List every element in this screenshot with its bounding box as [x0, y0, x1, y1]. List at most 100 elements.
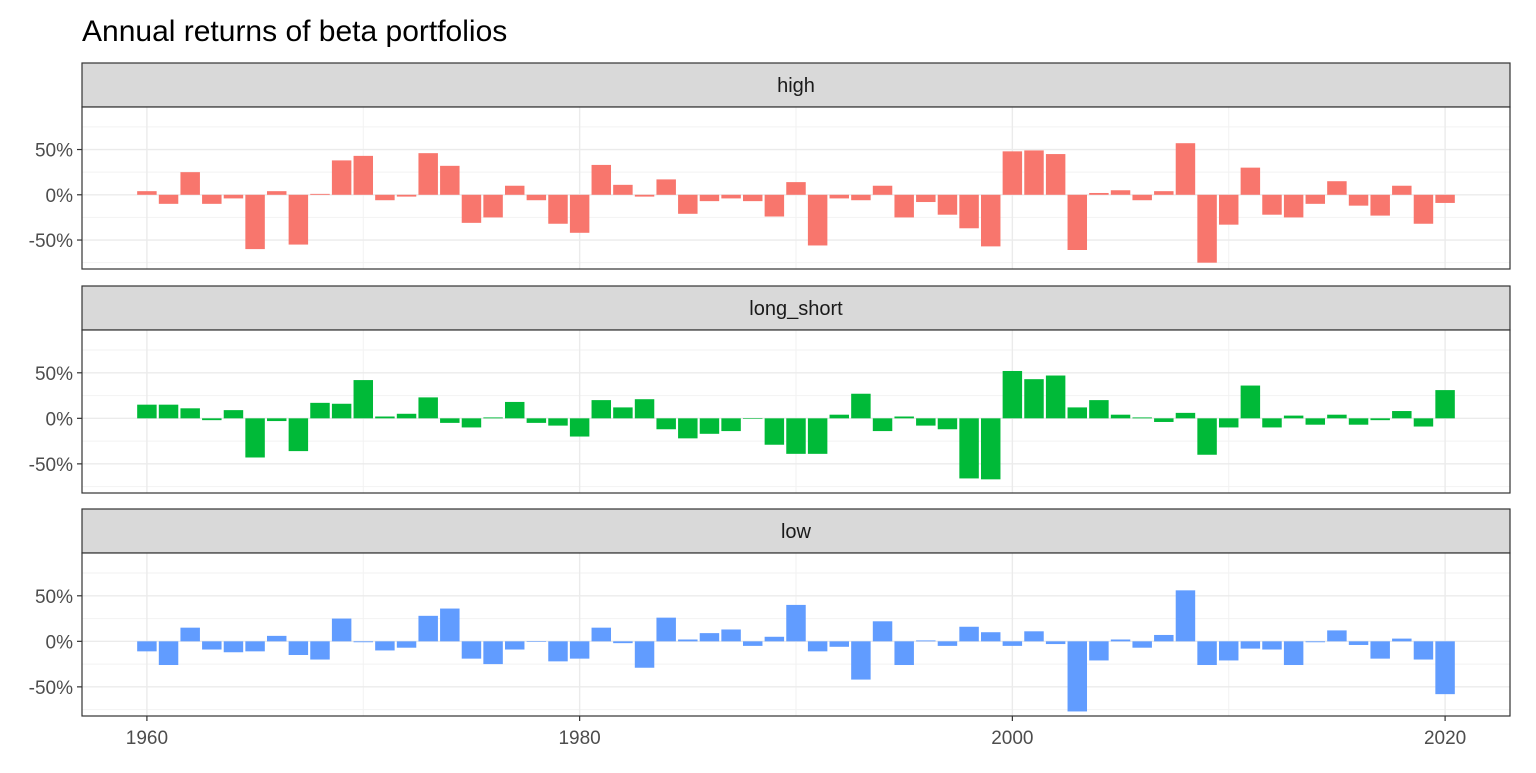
bar-long_short-1984: [656, 418, 676, 430]
facet-strip-high: [81, 62, 1511, 108]
bar-low-1993: [851, 641, 871, 680]
bar-long_short-1962: [180, 408, 200, 419]
bar-high-1984: [656, 179, 676, 195]
bar-long_short-1999: [980, 418, 1001, 480]
bar-low-1976: [483, 641, 503, 665]
facet-strip-label-high: high: [777, 75, 815, 97]
bar-high-2002: [1045, 154, 1066, 195]
bar-low-1963: [202, 641, 222, 650]
bar-high-1967: [288, 194, 309, 245]
bar-long_short-1964: [223, 410, 244, 419]
bar-long_short-1980: [569, 418, 590, 437]
y-tick-label: 0%: [46, 186, 74, 207]
bar-high-1976: [483, 194, 503, 218]
bar-long_short-1982: [613, 407, 633, 419]
bar-high-1975: [461, 194, 482, 223]
bar-high-1979: [548, 194, 568, 224]
bar-long_short-2016: [1348, 418, 1369, 425]
bar-high-1988: [742, 194, 763, 202]
bar-low-1987: [721, 629, 741, 642]
bar-long_short-1981: [591, 400, 612, 419]
bar-long_short-2005: [1110, 414, 1131, 419]
bar-low-2019: [1413, 641, 1434, 660]
bar-long_short-1989: [764, 418, 785, 445]
bar-high-2013: [1283, 194, 1304, 218]
bar-long_short-1997: [937, 418, 958, 430]
bar-high-2015: [1327, 181, 1347, 195]
bar-high-2010: [1218, 194, 1239, 225]
bar-high-2001: [1024, 150, 1044, 195]
facet-strip-long_short: [81, 285, 1511, 331]
bar-high-1974: [440, 165, 460, 195]
bar-low-1991: [807, 641, 828, 652]
bar-high-1981: [591, 164, 612, 195]
bar-low-1999: [980, 632, 1001, 642]
bar-high-2006: [1132, 194, 1152, 201]
bar-low-1998: [959, 626, 979, 642]
bar-long_short-1985: [678, 418, 698, 439]
bar-long_short-1990: [786, 418, 806, 454]
bar-high-2016: [1348, 194, 1369, 206]
bar-high-1987: [721, 194, 741, 199]
chart-title: Annual returns of beta portfolios: [82, 15, 507, 48]
bar-long_short-1992: [829, 414, 850, 419]
bar-low-1990: [786, 604, 806, 642]
bar-long_short-1978: [526, 418, 547, 423]
bar-low-2016: [1348, 641, 1369, 645]
bar-long_short-1996: [916, 418, 936, 426]
bar-low-1974: [440, 608, 460, 642]
y-tick-label: 0%: [46, 632, 74, 653]
bar-long_short-1975: [461, 418, 482, 428]
bar-low-1968: [310, 641, 330, 660]
y-tick-label: -50%: [29, 231, 73, 252]
bar-high-1977: [504, 185, 525, 195]
bar-high-1969: [331, 160, 352, 195]
bar-high-1983: [634, 194, 655, 197]
bar-long_short-2004: [1089, 400, 1109, 419]
bar-high-1962: [180, 172, 200, 195]
bar-long_short-1970: [353, 380, 374, 419]
bar-long_short-2009: [1197, 418, 1217, 455]
bar-low-1997: [937, 641, 958, 646]
bar-low-2001: [1024, 631, 1044, 642]
y-tick-label: 0%: [46, 409, 74, 430]
bar-low-1961: [158, 641, 179, 666]
bar-high-1998: [959, 194, 979, 229]
y-tick-label: 50%: [35, 587, 73, 608]
bar-long_short-2008: [1175, 412, 1196, 419]
y-tick-label: 50%: [35, 364, 73, 385]
bar-high-1968: [310, 193, 330, 195]
bar-high-1963: [202, 194, 222, 204]
bar-high-2018: [1392, 185, 1412, 195]
bar-high-2012: [1262, 194, 1282, 215]
bar-high-1965: [245, 194, 265, 250]
bar-low-1977: [504, 641, 525, 650]
bar-long_short-1966: [266, 418, 287, 422]
bar-high-1991: [807, 194, 828, 246]
bar-long_short-1986: [699, 418, 720, 434]
bar-low-1981: [591, 627, 612, 642]
bar-high-2011: [1240, 167, 1261, 195]
bar-long_short-1973: [418, 397, 438, 419]
x-tick-label: 2020: [1424, 728, 1466, 749]
bar-low-1969: [331, 618, 352, 642]
bar-high-2020: [1435, 194, 1455, 203]
facet-panel-long_short: long_short -50% 0% 50%: [29, 285, 1511, 494]
bar-low-1970: [353, 641, 374, 643]
bar-low-1984: [656, 617, 676, 642]
bar-long_short-2018: [1392, 411, 1412, 419]
bar-high-2017: [1370, 194, 1390, 216]
facet-strip-label-long_short: long_short: [749, 298, 843, 320]
bar-low-2015: [1327, 630, 1347, 642]
bar-long_short-2000: [1002, 370, 1023, 419]
bar-long_short-2006: [1132, 417, 1152, 419]
bar-long_short-2015: [1327, 414, 1347, 419]
bar-low-2008: [1175, 590, 1196, 642]
bar-low-1980: [569, 641, 590, 659]
facet-panel-low: low -50% 0% 50% 1960 1980 2000 2020: [29, 508, 1511, 749]
bar-long_short-1971: [375, 416, 395, 419]
bar-long_short-2020: [1435, 390, 1455, 419]
panel-border: [81, 106, 1511, 270]
